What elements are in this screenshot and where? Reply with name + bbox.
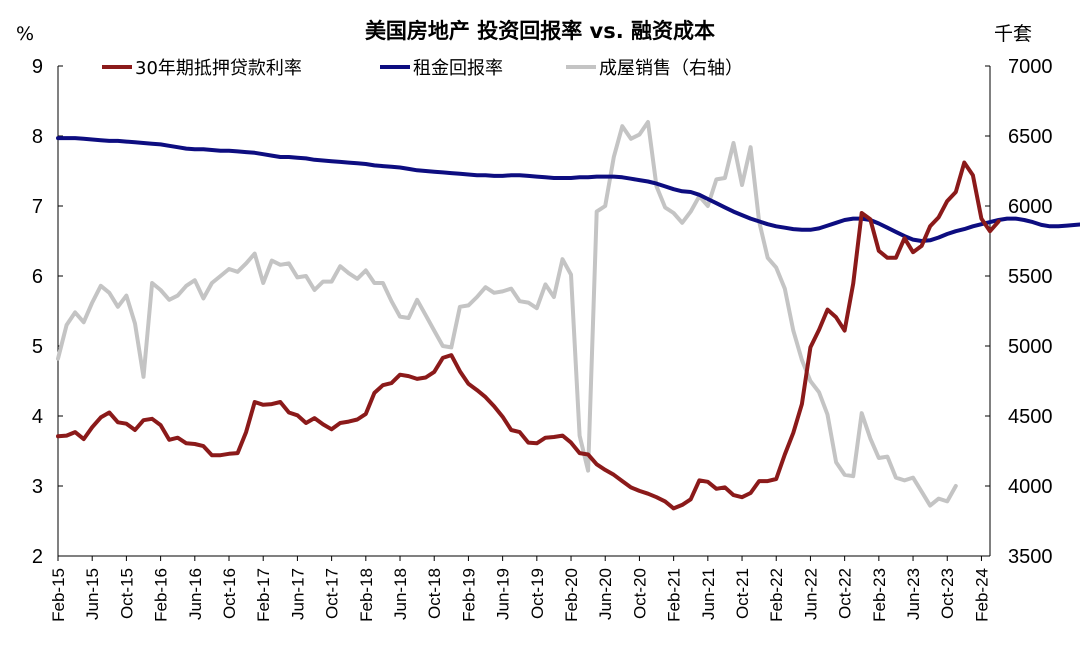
x-tick-label: Oct-18 (425, 568, 444, 619)
x-tick-label: Feb-22 (767, 568, 786, 622)
legend-label-mortgage-rate: 30年期抵押贷款利率 (135, 58, 302, 79)
left-tick-label: 7 (32, 196, 43, 218)
legend-label-rental-yield: 租金回报率 (413, 58, 503, 79)
left-tick-label: 9 (32, 56, 43, 78)
x-tick-label: Oct-15 (117, 568, 136, 619)
x-tick-label: Jun-22 (801, 568, 820, 620)
x-tick-label: Jun-19 (494, 568, 513, 620)
right-axis: 3500 4000 4500 5000 5500 6000 6500 7000 (985, 56, 1053, 568)
series-line-mortgage-rate (56, 160, 1001, 511)
chart-title: 美国房地产 投资回报率 vs. 融资成本 (365, 19, 715, 43)
right-tick-label: 7000 (1008, 56, 1053, 78)
x-tick-label: Oct-16 (220, 568, 239, 619)
x-tick-label: Oct-20 (630, 568, 649, 619)
x-tick-label: Feb-15 (49, 568, 68, 622)
right-tick-label: 5000 (1008, 336, 1053, 358)
x-tick-label: Jun-21 (699, 568, 718, 620)
x-tick-label: Jun-20 (596, 568, 615, 620)
x-tick-label: Feb-19 (459, 568, 478, 622)
x-axis: Feb-15 Jun-15 Oct-15 Feb-16 Jun-16 Oct-16 Feb-… (49, 556, 991, 622)
right-tick-label: 6500 (1008, 126, 1053, 148)
right-tick-label: 6000 (1008, 196, 1053, 218)
left-axis-unit: % (16, 23, 34, 45)
left-tick-label: 3 (32, 476, 43, 498)
left-tick-label: 6 (32, 266, 43, 288)
x-tick-label: Jun-16 (186, 568, 205, 620)
left-tick-label: 5 (32, 336, 43, 358)
x-tick-label: Jun-15 (83, 568, 102, 620)
x-tick-label: Jun-23 (904, 568, 923, 620)
legend: 30年期抵押贷款利率 租金回报率 成屋销售（右轴） (102, 58, 743, 79)
x-tick-label: Oct-19 (528, 568, 547, 619)
legend-label-existing-home-sales: 成屋销售（右轴） (599, 58, 743, 79)
x-tick-label: Oct-22 (836, 568, 855, 619)
left-tick-label: 2 (32, 546, 43, 568)
series-layer (56, 120, 1080, 511)
x-tick-label: Feb-24 (972, 568, 991, 622)
series-line-existing-home-sales (56, 120, 958, 508)
left-tick-label: 4 (32, 406, 43, 428)
plot-frame (57, 66, 991, 557)
x-tick-label: Oct-21 (733, 568, 752, 619)
right-axis-unit: 千套 (994, 23, 1032, 45)
left-axis: 2 3 4 5 6 7 8 9 (32, 56, 63, 568)
x-tick-label: Jun-17 (288, 568, 307, 620)
x-tick-label: Feb-23 (870, 568, 889, 622)
x-tick-label: Feb-18 (357, 568, 376, 622)
left-tick-label: 8 (32, 126, 43, 148)
x-tick-label: Feb-21 (665, 568, 684, 622)
x-tick-label: Jun-18 (391, 568, 410, 620)
series-line-rental-yield (56, 136, 1080, 243)
right-tick-label: 4000 (1008, 476, 1053, 498)
right-tick-label: 3500 (1008, 546, 1053, 568)
right-tick-label: 4500 (1008, 406, 1053, 428)
right-tick-label: 5500 (1008, 266, 1053, 288)
x-tick-label: Feb-16 (152, 568, 171, 622)
x-tick-label: Feb-20 (562, 568, 581, 622)
x-tick-label: Oct-23 (938, 568, 957, 619)
x-tick-label: Feb-17 (254, 568, 273, 622)
x-tick-label: Oct-17 (323, 568, 342, 619)
